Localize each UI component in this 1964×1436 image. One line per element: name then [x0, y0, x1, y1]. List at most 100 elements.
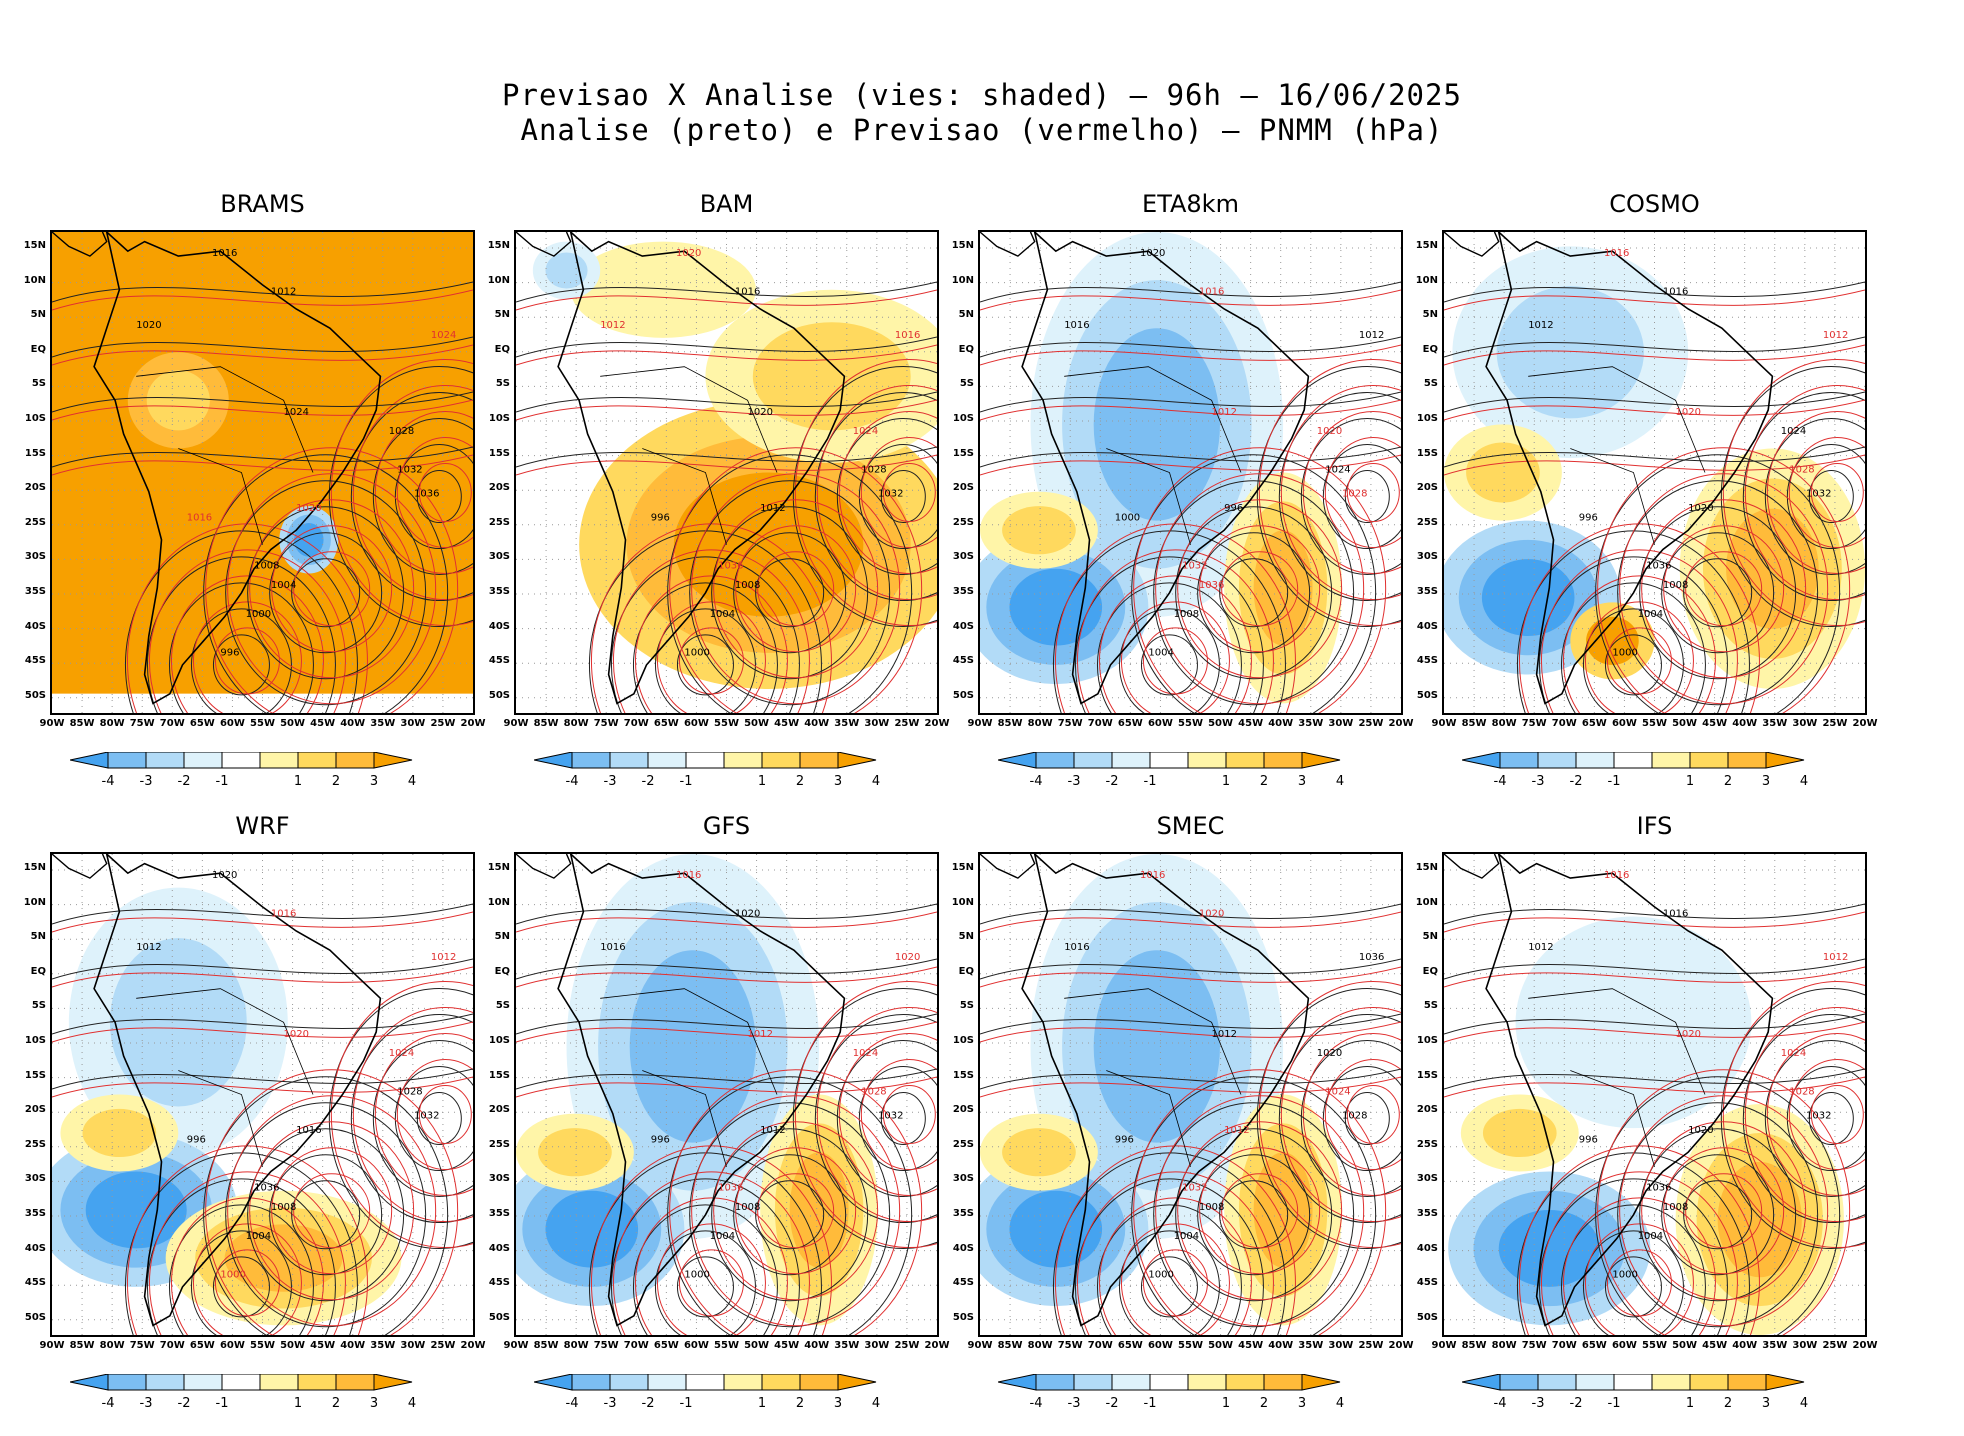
- lon-tick-label: 35W: [1298, 718, 1324, 729]
- south-america-coastline: [557, 854, 846, 1327]
- forecast-isobar: [516, 399, 937, 421]
- colorbar-label: 1: [1221, 1396, 1231, 1411]
- isobar-label: 996: [187, 1135, 206, 1146]
- isobar-label: 1020: [1140, 248, 1165, 259]
- colorbar-arrow-low: [997, 751, 1037, 769]
- isobar-label: 1016: [676, 870, 701, 881]
- forecast-isobar: [516, 1021, 937, 1043]
- colorbar-arrow-low: [533, 751, 573, 769]
- colorbar-label: -3: [1531, 774, 1545, 789]
- lon-tick-label: 45W: [774, 1340, 800, 1351]
- lat-tick-label: 30S: [952, 551, 974, 563]
- isobar-label: 1012: [1528, 320, 1553, 331]
- forecast-isobar: [418, 463, 472, 523]
- country-border: [178, 448, 263, 545]
- analysis-isobar: [1560, 1204, 1706, 1335]
- forecast-isobar: [516, 454, 937, 476]
- central-america-coastline: [1444, 854, 1500, 879]
- colorbar-swatch: [1111, 751, 1151, 769]
- forecast-isobar: [1722, 359, 1865, 627]
- analysis-isobar: [269, 532, 383, 654]
- bias-map: 1020 1016 1012 1020 1024 1028 1032 1036 1008 1004…: [516, 232, 937, 713]
- lon-tick-label: 65W: [1117, 1340, 1143, 1351]
- panel-brams: BRAMS 15N 10N 5N EQ 5S 10S 15S 20S 25S 30S 35S 40S 45…: [10, 190, 486, 810]
- lon-tick-label: 75W: [129, 1340, 155, 1351]
- lon-tick-label: 60W: [1611, 1340, 1637, 1351]
- forecast-isobar: [1324, 1059, 1401, 1171]
- isobar-label: 1008: [1174, 609, 1199, 620]
- south-america-coastline: [93, 854, 382, 1327]
- analysis-isobar: [1300, 1040, 1401, 1198]
- lon-tick-label: 30W: [864, 718, 890, 729]
- country-border: [1528, 366, 1706, 473]
- forecast-isobar: [1744, 385, 1865, 601]
- lon-tick-label: 65W: [1581, 1340, 1607, 1351]
- lat-tick-label: 10N: [487, 274, 510, 286]
- lat-tick-label: 15N: [951, 240, 974, 251]
- colorbar-swatch: [609, 1373, 649, 1391]
- forecast-isobar: [882, 1085, 936, 1145]
- colorbar-arrow-low: [1461, 751, 1501, 769]
- analysis-isobar: [516, 1013, 937, 1035]
- lat-tick-label: 15N: [1415, 862, 1438, 873]
- country-border: [642, 1070, 727, 1167]
- forecast-isobar: [1766, 411, 1865, 575]
- forecast-isobar: [1641, 499, 1807, 679]
- forecast-isobar: [735, 1147, 857, 1275]
- analysis-isobar: [1444, 336, 1865, 358]
- isobar-label: 1020: [895, 952, 920, 963]
- panel-smec: SMEC 15N 10N 5N EQ 5S 10S 15S 20S 25S 30S 35S 40S 45S…: [938, 812, 1414, 1432]
- forecast-isobar: [1810, 463, 1864, 523]
- map-frame: 1020 1016 1012 1020 1024 1028 1032 1036 1008 1004…: [514, 230, 939, 715]
- forecast-isobar: [1155, 1095, 1365, 1327]
- lat-tick-label: 5N: [958, 309, 974, 321]
- lat-tick-label: 5N: [1422, 309, 1438, 321]
- isobar-label: 1004: [710, 609, 735, 620]
- analysis-isobar: [755, 1180, 825, 1250]
- map-frame: 1016 1012 1020 1024 1028 1032 1036 1008 1004 1000…: [50, 230, 475, 715]
- colorbar-swatch: [221, 1373, 261, 1391]
- analysis-isobar: [1595, 1076, 1841, 1335]
- colorbar-swatch: [761, 1373, 801, 1391]
- lon-tick-label: 40W: [1268, 718, 1294, 729]
- lon-tick-label: 90W: [503, 1340, 529, 1351]
- lat-tick-label: 15S: [952, 1069, 974, 1081]
- isobar-label: 1008: [735, 580, 760, 591]
- colorbar-swatches: [69, 1373, 413, 1391]
- forecast-isobar: [691, 1095, 901, 1327]
- analysis-isobar: [1604, 634, 1662, 696]
- isobar-label: 1008: [1199, 1202, 1224, 1213]
- colorbar-label: 1: [1221, 774, 1231, 789]
- forecast-isobar: [980, 911, 1401, 933]
- lon-tick-label: 50W: [280, 1340, 306, 1351]
- forecast-isobar: [882, 463, 936, 523]
- lon-tick-label: 55W: [1178, 718, 1203, 729]
- isobar-label: 1016: [1604, 870, 1629, 881]
- lat-tick-label: 30S: [24, 551, 46, 563]
- lat-tick-label: EQ: [958, 343, 974, 355]
- colorbar-label: -4: [1493, 1396, 1507, 1411]
- lon-tick-label: 60W: [1147, 718, 1173, 729]
- lat-tick-label: 45S: [488, 1277, 510, 1289]
- isobar-label: 1020: [136, 320, 161, 331]
- lat-tick-label: 25S: [952, 1138, 974, 1150]
- lon-tick-label: 85W: [1461, 1340, 1487, 1351]
- analysis-isobar: [1444, 281, 1865, 303]
- analysis-isobar: [733, 532, 847, 654]
- forecast-isobar: [418, 1085, 472, 1145]
- colorbar-swatch: [1727, 1373, 1767, 1391]
- lon-tick-label: 65W: [189, 1340, 215, 1351]
- lat-tick-label: 5S: [31, 378, 46, 390]
- lat-tick-label: 20S: [1416, 1104, 1438, 1116]
- colorbar-label: 1: [757, 774, 767, 789]
- lon-tick-label: 50W: [744, 718, 770, 729]
- analysis-isobar: [52, 1068, 473, 1090]
- isobar-label: 1020: [1688, 1125, 1713, 1136]
- colorbar-arrow-high: [1301, 751, 1341, 769]
- bias-blob: [538, 1128, 612, 1177]
- forecast-isobar: [148, 1171, 346, 1335]
- lat-tick-label: 20S: [24, 1104, 46, 1116]
- forecast-isobar: [669, 1069, 923, 1335]
- isobar-label: 996: [1224, 503, 1243, 514]
- analysis-isobar: [980, 391, 1401, 413]
